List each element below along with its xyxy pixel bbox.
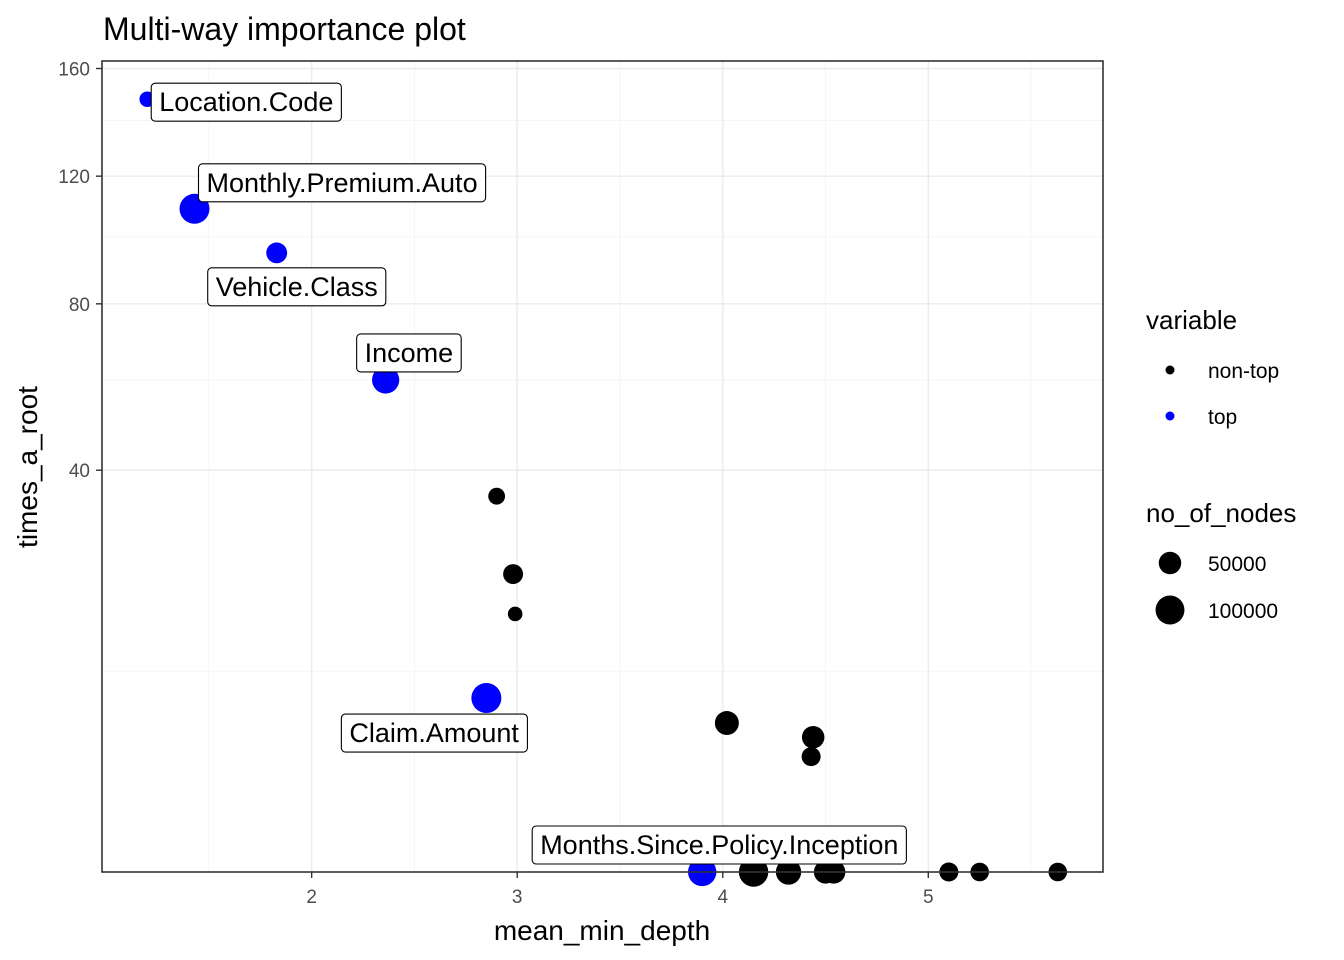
point-non-top xyxy=(801,747,821,767)
legend-key-top xyxy=(1165,411,1175,421)
x-tick-label: 2 xyxy=(306,887,317,908)
point-label-text: Monthly.Premium.Auto xyxy=(206,168,477,198)
y-tick-label: 160 xyxy=(58,59,90,80)
point-label-box xyxy=(340,713,528,753)
point-label-text: Months.Since.Policy.Inception xyxy=(540,830,898,860)
x-axis-title: mean_min_depth xyxy=(494,915,710,946)
legend-key-non-top xyxy=(1165,365,1175,375)
point-top xyxy=(372,366,400,394)
point-non-top xyxy=(507,606,523,622)
x-tick-label: 4 xyxy=(717,887,728,908)
x-axis-ticks: 2 3 4 5 xyxy=(306,872,934,908)
legend-label-top: top xyxy=(1208,406,1237,429)
point-label: Months.Since.Policy.Inception xyxy=(531,825,907,865)
legend-size-label-100000: 100000 xyxy=(1208,600,1278,623)
y-tick-label: 40 xyxy=(69,461,90,482)
grid-lines xyxy=(102,61,1103,872)
point-label: Income xyxy=(356,333,462,373)
legend-size-label-50000: 50000 xyxy=(1208,553,1266,576)
point-label-text: Claim.Amount xyxy=(349,718,519,748)
legend-color-title: variable xyxy=(1146,305,1237,335)
point-top xyxy=(471,683,502,714)
legend: variable non-top top no_of_nodes 50000 1… xyxy=(1146,305,1296,625)
y-tick-label: 80 xyxy=(69,295,90,316)
point-label-box xyxy=(207,267,387,307)
point-label: Vehicle.Class xyxy=(207,267,387,307)
point-top xyxy=(266,242,288,264)
legend-size-key-100000 xyxy=(1155,595,1185,625)
y-axis-title: times_a_root xyxy=(12,386,43,548)
x-tick-label: 5 xyxy=(923,887,934,908)
point-label-box xyxy=(197,163,487,203)
point-label-text: Income xyxy=(365,338,454,368)
point-non-top xyxy=(503,564,524,585)
point-non-top xyxy=(488,487,506,505)
point-label-text: Vehicle.Class xyxy=(216,272,378,302)
legend-size-title: no_of_nodes xyxy=(1146,498,1296,528)
point-label-text: Location.Code xyxy=(159,87,333,117)
chart-title: Multi-way importance plot xyxy=(103,11,466,47)
point-label-box xyxy=(531,825,907,865)
point-non-top xyxy=(714,711,739,736)
legend-size-key-50000 xyxy=(1158,551,1182,575)
legend-label-non-top: non-top xyxy=(1208,360,1279,383)
point-label: Claim.Amount xyxy=(340,713,528,753)
x-tick-label: 3 xyxy=(512,887,523,908)
point-label: Location.Code xyxy=(150,82,342,122)
point-label-box xyxy=(356,333,462,373)
point-non-top xyxy=(801,725,825,749)
point-label-box xyxy=(150,82,342,122)
plot-panel-border xyxy=(101,60,1104,873)
point-label: Monthly.Premium.Auto xyxy=(197,163,487,203)
y-tick-label: 120 xyxy=(58,167,90,188)
point-labels: Location.Code Monthly.Premium.Auto Vehicle… xyxy=(150,82,907,865)
y-axis-ticks: 40 80 120 160 xyxy=(58,59,102,482)
